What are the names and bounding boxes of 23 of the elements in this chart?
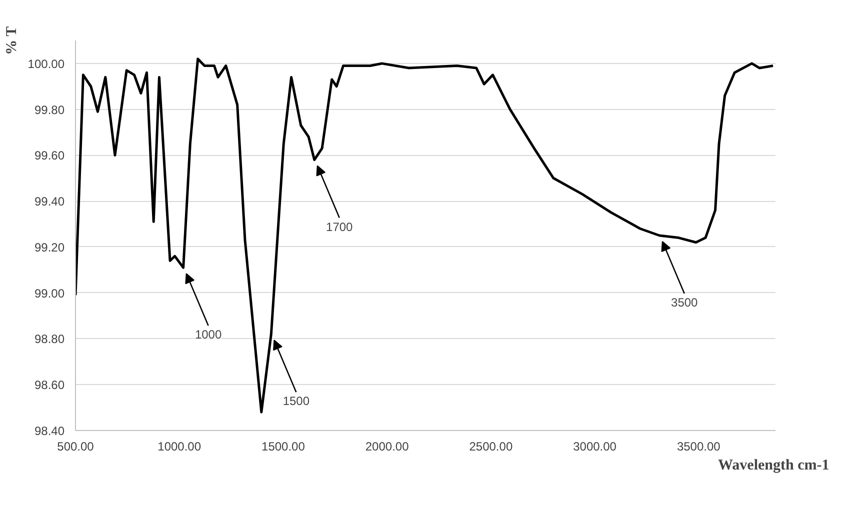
x-axis-title: Wavelength cm-1 [718, 458, 830, 474]
y-tick-label: 98.60 [34, 378, 65, 392]
x-tick-label: 2000.00 [365, 440, 410, 454]
annotation: 1000 [194, 328, 222, 342]
annotation: 1700 [326, 220, 354, 234]
y-tick-label: 98.80 [34, 332, 65, 346]
x-tick-label: 2500.00 [469, 440, 513, 454]
y-tick-label: 99.80 [34, 102, 65, 117]
y-tick-label: 99.20 [34, 240, 65, 254]
x-tick-label: 1500.00 [262, 440, 306, 454]
line-series [76, 58, 774, 414]
y-tick-label: 100.00 [28, 56, 65, 71]
annotation: 1500 [282, 394, 310, 408]
y-tick-label: 99.60 [34, 148, 65, 163]
x-tick-label: 1000.00 [158, 440, 202, 454]
y-tick-label: 98.40 [34, 424, 65, 438]
x-tick-label: 3000.00 [573, 440, 617, 454]
x-tick-label: 3500.00 [676, 440, 721, 454]
x-tick-label: 500.00 [57, 440, 94, 454]
y-tick-label: 99.40 [34, 194, 65, 209]
y-axis-title: % T [4, 26, 20, 55]
annotation: 3500 [671, 296, 698, 310]
y-tick-label: 99.00 [34, 286, 65, 300]
